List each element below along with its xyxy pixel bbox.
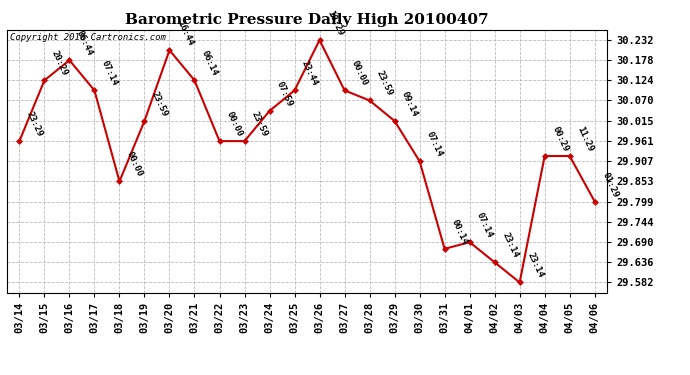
Text: 23:14: 23:14 (500, 231, 520, 260)
Text: 20:29: 20:29 (50, 50, 70, 78)
Text: 00:14: 00:14 (450, 218, 470, 246)
Text: 07:14: 07:14 (475, 211, 495, 239)
Text: 16:44: 16:44 (175, 19, 195, 47)
Text: 23:59: 23:59 (250, 110, 270, 138)
Text: 11:29: 11:29 (575, 125, 595, 153)
Text: 00:00: 00:00 (125, 150, 144, 178)
Text: 23:29: 23:29 (25, 110, 44, 138)
Text: 00:00: 00:00 (225, 110, 244, 138)
Text: 23:14: 23:14 (525, 252, 544, 280)
Text: 07:14: 07:14 (100, 60, 119, 88)
Text: Copyright 2010 Cartronics.com: Copyright 2010 Cartronics.com (10, 33, 166, 42)
Text: 01:29: 01:29 (600, 171, 620, 199)
Text: 00:29: 00:29 (550, 125, 570, 153)
Text: 10:29: 10:29 (325, 9, 344, 37)
Text: 07:59: 07:59 (275, 80, 295, 108)
Text: 06:44: 06:44 (75, 29, 95, 57)
Text: 06:14: 06:14 (200, 50, 219, 78)
Text: 09:14: 09:14 (400, 90, 420, 118)
Title: Barometric Pressure Daily High 20100407: Barometric Pressure Daily High 20100407 (126, 13, 489, 27)
Text: 23:44: 23:44 (300, 60, 319, 88)
Text: 07:14: 07:14 (425, 130, 444, 159)
Text: 23:59: 23:59 (150, 90, 170, 118)
Text: 23:59: 23:59 (375, 69, 395, 98)
Text: 00:00: 00:00 (350, 60, 370, 88)
